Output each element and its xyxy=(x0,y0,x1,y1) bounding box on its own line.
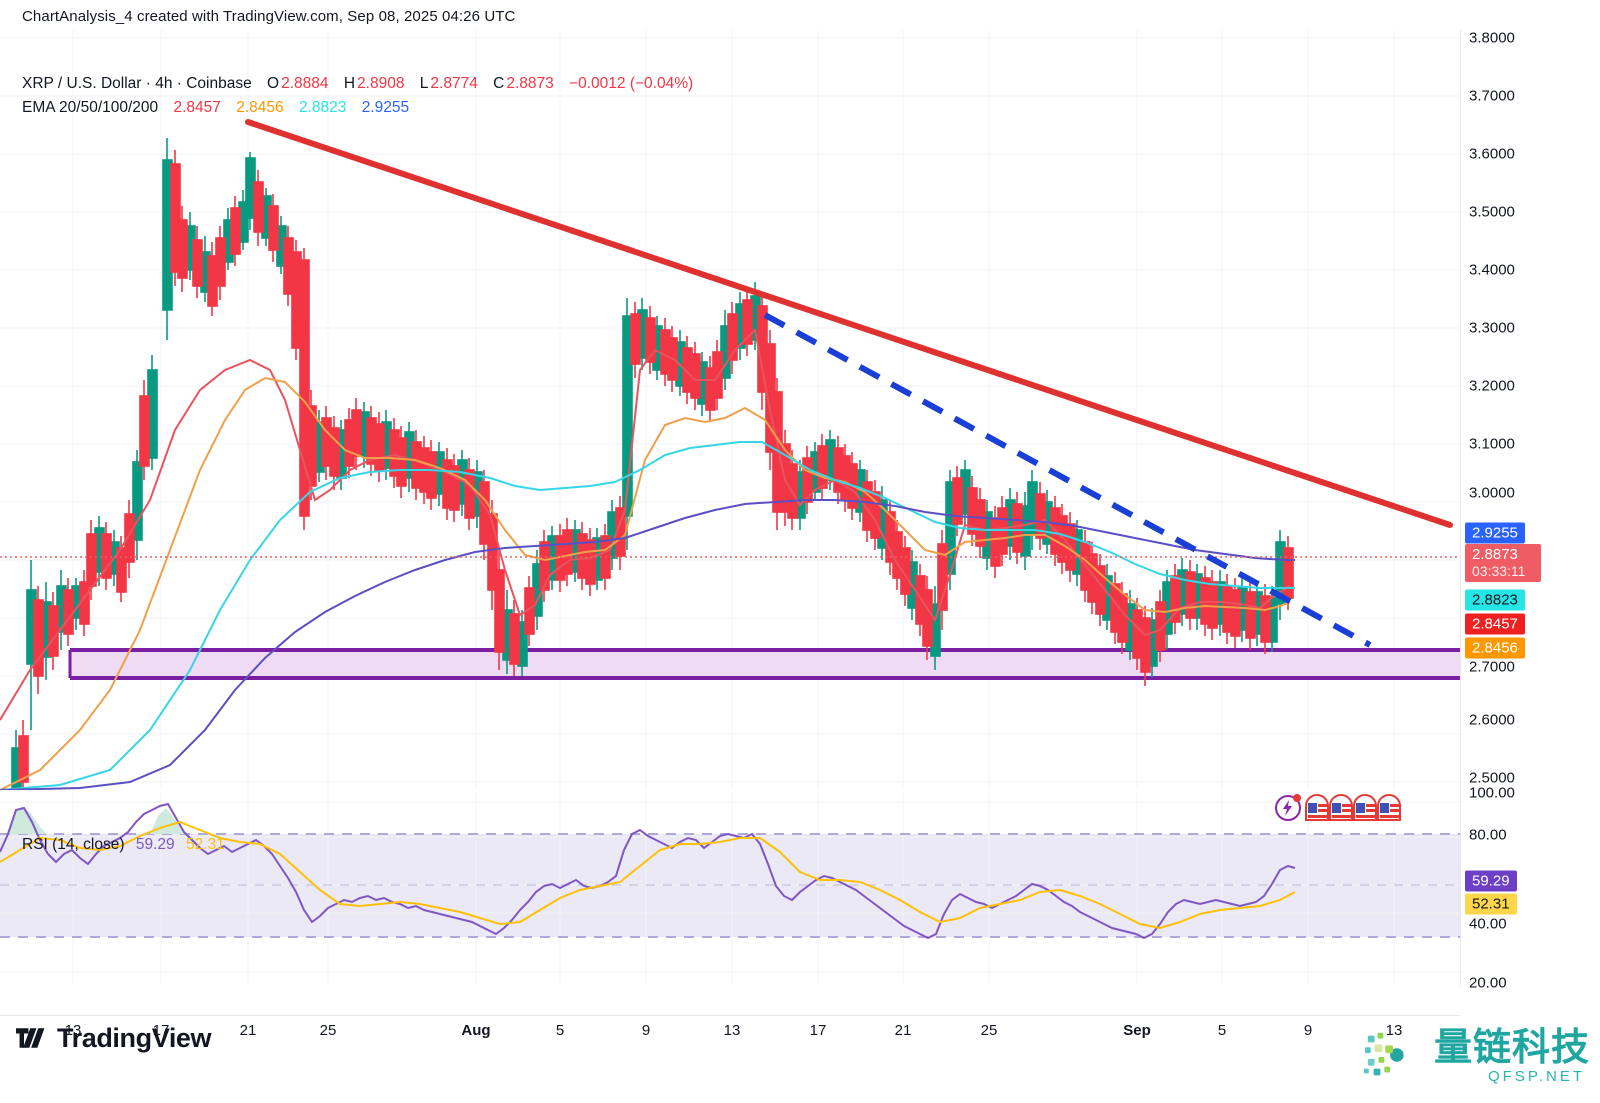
ohlc-low-label: L xyxy=(419,75,429,92)
ema-50-price-badge[interactable]: 2.8456 xyxy=(1465,637,1525,659)
time-label: 21 xyxy=(894,1022,912,1039)
rsi-overbought-fill xyxy=(8,806,46,834)
price-tick: 3.3000 xyxy=(1469,319,1515,337)
lightning-event-icon xyxy=(1275,794,1301,821)
brand-name-en: QFSP.NET xyxy=(1487,1067,1586,1085)
ohlc-close-value: 2.8873 xyxy=(506,75,554,92)
time-label: 5 xyxy=(1217,1022,1227,1039)
price-tick: 3.6000 xyxy=(1469,145,1515,163)
dashed-downtrend-line[interactable] xyxy=(763,312,1372,648)
flag-event-icon-3 xyxy=(1353,794,1377,821)
flag-event-icon-1 xyxy=(1305,794,1329,821)
rsi-tick: 40.00 xyxy=(1469,915,1507,933)
chart-frame[interactable]: XRP / U.S. Dollar · 4h · Coinbase O 2.888… xyxy=(0,30,1460,1039)
rsi-tick: 100.00 xyxy=(1469,784,1515,802)
ema-200-price-badge[interactable]: 2.9255 xyxy=(1465,522,1525,544)
candlestick-series[interactable] xyxy=(11,138,1294,790)
price-change: −0.0012 (−0.04%) xyxy=(569,75,694,92)
time-label: 13 xyxy=(1385,1022,1403,1039)
resistance-trendline[interactable] xyxy=(245,119,1453,528)
price-tick: 2.7000 xyxy=(1469,658,1515,676)
rsi-tick: 80.00 xyxy=(1469,826,1507,844)
rsi-ma-legend-value: 52.31 xyxy=(185,836,225,853)
rsi-value-badge[interactable]: 59.29 xyxy=(1465,870,1517,892)
rsi-legend[interactable]: RSI (14, close) 59.29 52.31 xyxy=(22,836,225,854)
price-axis[interactable]: 3.8000 3.7000 3.6000 3.5000 3.4000 3.300… xyxy=(1460,29,1600,992)
last-price-value: 2.8873 xyxy=(1472,546,1518,563)
tradingview-wordmark: TradingView xyxy=(57,1022,212,1053)
time-label: 9 xyxy=(1303,1022,1313,1039)
tradingview-logo[interactable]: TradingView xyxy=(16,1022,212,1054)
ema-200-value: 2.9255 xyxy=(361,99,410,116)
tradingview-mark-icon xyxy=(16,1028,45,1048)
rsi-legend-value: 59.29 xyxy=(135,836,175,853)
ema-50-value: 2.8456 xyxy=(236,99,284,116)
ema-legend[interactable]: EMA 20/50/100/200 2.8457 2.8456 2.8823 2… xyxy=(22,99,411,117)
symbol-legend[interactable]: XRP / U.S. Dollar · 4h · Coinbase O 2.888… xyxy=(22,75,695,93)
price-tick: 3.2000 xyxy=(1469,377,1515,395)
time-label: 13 xyxy=(723,1022,741,1039)
ohlc-high-label: H xyxy=(343,75,356,92)
rsi-legend-title: RSI (14, close) xyxy=(22,836,125,853)
price-tick: 3.5000 xyxy=(1469,203,1515,221)
ema-100-value: 2.8823 xyxy=(298,99,347,116)
price-tick: 3.4000 xyxy=(1469,261,1515,279)
ema-20-value: 2.8457 xyxy=(173,99,221,116)
rsi-vgrid xyxy=(72,792,1395,985)
candles-down xyxy=(18,150,1294,790)
time-label-month: Sep xyxy=(1123,1022,1151,1039)
time-axis[interactable]: 13 17 21 25 Aug 5 9 13 17 21 25 Sep 5 9 … xyxy=(0,1015,1460,1046)
price-tick: 3.7000 xyxy=(1469,87,1515,105)
qfsp-mark-icon xyxy=(1363,1029,1421,1081)
ohlc-close-label: C xyxy=(493,75,505,92)
bar-countdown: 03:33:11 xyxy=(1472,563,1526,579)
price-tick: 3.8000 xyxy=(1469,29,1515,47)
price-tick: 2.5000 xyxy=(1469,769,1515,787)
event-markers-group[interactable] xyxy=(1272,790,1412,822)
time-label: 13 xyxy=(64,1022,82,1039)
last-price-badge[interactable]: 2.8873 03:33:11 xyxy=(1465,544,1542,582)
ema-20-price-badge[interactable]: 2.8457 xyxy=(1465,613,1525,635)
ema-legend-title: EMA 20/50/100/200 xyxy=(22,99,159,116)
rsi-ma-value-badge[interactable]: 52.31 xyxy=(1465,893,1517,915)
ema-20-line xyxy=(0,327,1291,721)
time-label-month: Aug xyxy=(461,1022,491,1039)
time-label: 17 xyxy=(809,1022,827,1039)
ohlc-high-value: 2.8908 xyxy=(357,75,405,92)
price-tick: 3.0000 xyxy=(1469,484,1515,502)
brand-logo[interactable]: 量链科技 QFSP.NET xyxy=(1362,1024,1590,1086)
price-tick: 2.6000 xyxy=(1469,711,1515,729)
price-tick: 3.1000 xyxy=(1469,435,1515,453)
ohlc-open-value: 2.8884 xyxy=(281,75,329,92)
rsi-tick: 20.00 xyxy=(1469,974,1507,992)
ema-50-line xyxy=(0,376,1291,790)
ema-100-price-badge[interactable]: 2.8823 xyxy=(1465,589,1525,611)
ema-100-line xyxy=(0,441,1295,790)
rsi-ma-line xyxy=(0,820,1296,930)
support-zone[interactable] xyxy=(68,648,1460,680)
rsi-line xyxy=(0,802,1296,940)
flag-event-icon-4 xyxy=(1377,794,1401,821)
brand-name-cn: 量链科技 xyxy=(1433,1024,1590,1069)
chart-caption: ChartAnalysis_4 created with TradingView… xyxy=(22,8,516,25)
time-label: 9 xyxy=(641,1022,651,1039)
rsi-pane[interactable] xyxy=(0,792,1460,985)
symbol-title: XRP / U.S. Dollar · 4h · Coinbase xyxy=(22,75,252,92)
flag-event-icon-2 xyxy=(1329,794,1353,821)
time-label: 17 xyxy=(152,1022,170,1039)
ema-200-line xyxy=(0,499,1295,790)
time-label: 21 xyxy=(239,1022,257,1039)
ohlc-low-value: 2.8774 xyxy=(430,75,478,92)
time-label: 25 xyxy=(980,1022,998,1039)
rsi-gridlines xyxy=(0,801,1460,973)
time-label: 25 xyxy=(319,1022,337,1039)
ohlc-open-label: O xyxy=(267,75,280,92)
price-pane[interactable] xyxy=(0,30,1460,790)
time-label: 5 xyxy=(555,1022,565,1039)
